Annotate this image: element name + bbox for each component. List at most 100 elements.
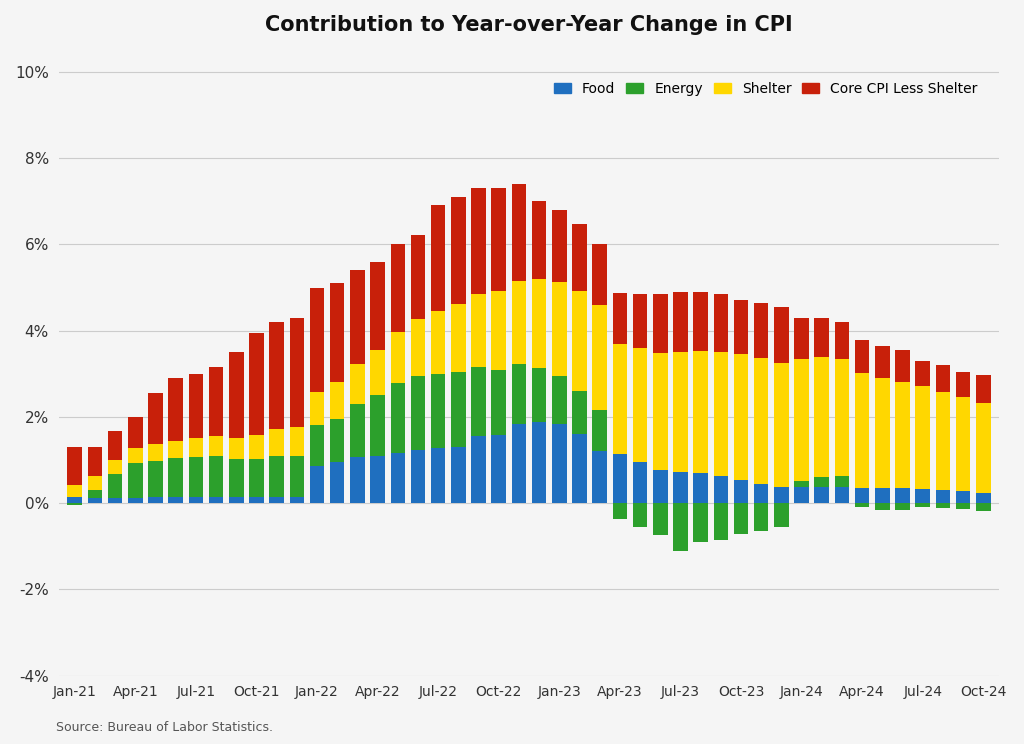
Bar bbox=[673, 352, 688, 472]
Bar bbox=[774, 503, 788, 527]
Bar bbox=[895, 503, 909, 510]
Bar bbox=[915, 503, 930, 507]
Bar bbox=[390, 453, 406, 503]
Bar bbox=[471, 436, 485, 503]
Bar bbox=[411, 235, 425, 319]
Bar bbox=[209, 367, 223, 436]
Bar bbox=[148, 498, 163, 503]
Bar bbox=[330, 382, 344, 419]
Bar bbox=[309, 425, 325, 466]
Bar bbox=[835, 487, 849, 503]
Bar bbox=[714, 476, 728, 503]
Bar bbox=[188, 497, 203, 503]
Bar bbox=[795, 318, 809, 359]
Bar bbox=[269, 429, 284, 455]
Bar bbox=[835, 322, 849, 359]
Bar bbox=[390, 245, 406, 333]
Bar bbox=[68, 447, 82, 484]
Bar bbox=[168, 497, 183, 503]
Bar bbox=[955, 397, 971, 492]
Bar bbox=[188, 457, 203, 497]
Bar bbox=[309, 392, 325, 425]
Bar bbox=[168, 440, 183, 458]
Bar bbox=[492, 292, 506, 371]
Bar bbox=[108, 460, 123, 474]
Bar bbox=[814, 477, 829, 487]
Bar bbox=[431, 311, 445, 373]
Bar bbox=[471, 368, 485, 436]
Bar bbox=[309, 466, 325, 503]
Bar bbox=[572, 434, 587, 503]
Bar bbox=[108, 431, 123, 460]
Bar bbox=[431, 449, 445, 503]
Bar bbox=[976, 403, 990, 493]
Bar bbox=[673, 292, 688, 352]
Bar bbox=[128, 417, 142, 448]
Bar bbox=[68, 484, 82, 498]
Bar bbox=[814, 318, 829, 357]
Bar bbox=[371, 455, 385, 503]
Bar bbox=[855, 487, 869, 503]
Bar bbox=[148, 461, 163, 498]
Bar bbox=[309, 287, 325, 392]
Bar bbox=[209, 436, 223, 456]
Bar bbox=[653, 503, 668, 536]
Bar bbox=[552, 424, 566, 503]
Bar bbox=[350, 270, 365, 364]
Bar bbox=[593, 245, 607, 305]
Bar bbox=[229, 352, 244, 437]
Bar bbox=[88, 490, 102, 498]
Bar bbox=[653, 353, 668, 470]
Bar bbox=[795, 359, 809, 481]
Bar bbox=[128, 498, 142, 503]
Legend: Food, Energy, Shelter, Core CPI Less Shelter: Food, Energy, Shelter, Core CPI Less She… bbox=[549, 76, 983, 101]
Bar bbox=[512, 424, 526, 503]
Bar bbox=[452, 304, 466, 372]
Bar bbox=[552, 210, 566, 281]
Bar bbox=[552, 376, 566, 424]
Bar bbox=[915, 489, 930, 503]
Bar bbox=[188, 438, 203, 457]
Bar bbox=[593, 452, 607, 503]
Bar bbox=[330, 462, 344, 503]
Bar bbox=[593, 411, 607, 452]
Bar bbox=[390, 333, 406, 383]
Bar bbox=[249, 497, 264, 503]
Bar bbox=[612, 292, 627, 344]
Bar bbox=[290, 427, 304, 456]
Bar bbox=[855, 373, 869, 487]
Bar bbox=[88, 447, 102, 476]
Bar bbox=[876, 346, 890, 378]
Bar bbox=[290, 318, 304, 427]
Bar bbox=[229, 437, 244, 459]
Bar bbox=[350, 364, 365, 405]
Bar bbox=[350, 405, 365, 457]
Bar bbox=[754, 359, 768, 484]
Bar bbox=[693, 473, 708, 503]
Bar bbox=[531, 279, 547, 368]
Bar bbox=[714, 352, 728, 476]
Bar bbox=[431, 205, 445, 311]
Bar bbox=[330, 283, 344, 382]
Bar bbox=[371, 395, 385, 455]
Bar bbox=[714, 503, 728, 539]
Bar bbox=[411, 319, 425, 376]
Bar bbox=[350, 457, 365, 503]
Bar bbox=[612, 344, 627, 454]
Bar bbox=[774, 487, 788, 503]
Bar bbox=[693, 292, 708, 351]
Bar bbox=[390, 383, 406, 453]
Bar bbox=[572, 391, 587, 434]
Bar bbox=[572, 291, 587, 391]
Bar bbox=[612, 503, 627, 519]
Bar bbox=[471, 294, 485, 368]
Bar bbox=[936, 365, 950, 392]
Bar bbox=[653, 470, 668, 503]
Bar bbox=[108, 474, 123, 498]
Bar bbox=[452, 372, 466, 446]
Bar bbox=[876, 378, 890, 488]
Bar bbox=[876, 488, 890, 503]
Bar bbox=[452, 197, 466, 304]
Bar bbox=[734, 503, 749, 534]
Bar bbox=[693, 503, 708, 542]
